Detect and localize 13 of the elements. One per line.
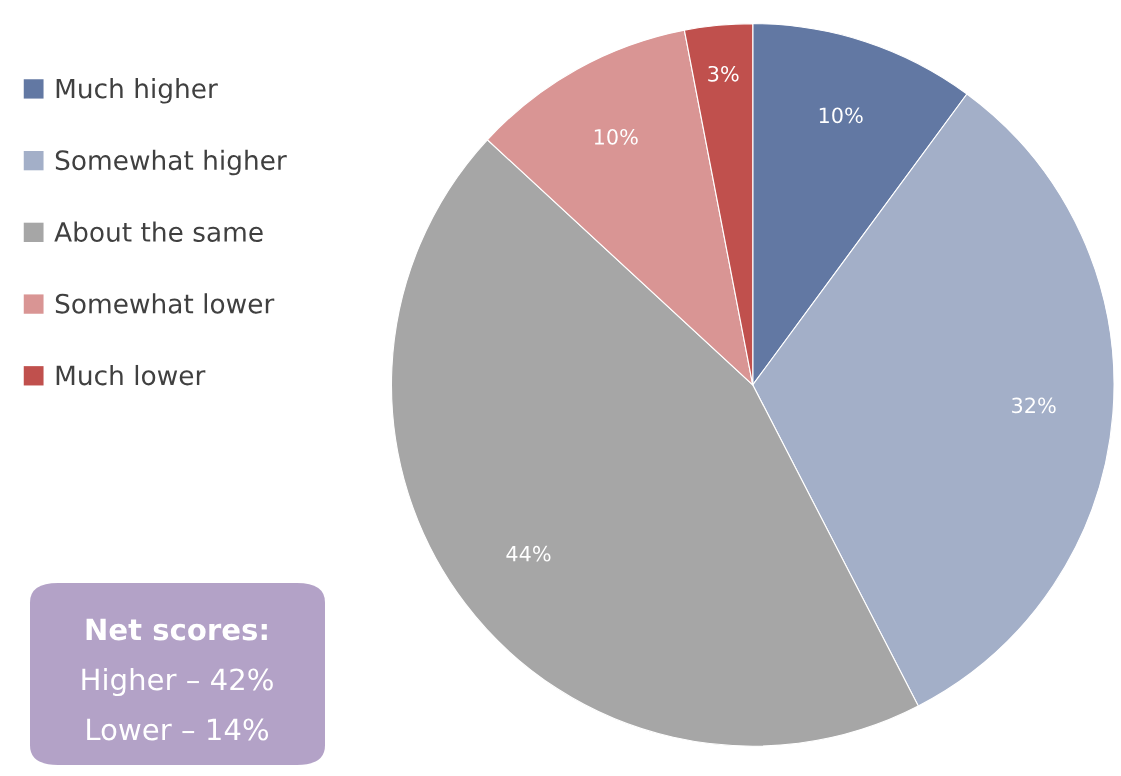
legend-label: Much lower [56,364,206,386]
legend-label: Somewhat higher [55,149,287,176]
text: Lower – 14% [87,718,269,741]
data-label: 3% [708,65,739,82]
data-label: 10% [819,107,863,124]
data-label: 44% [506,545,551,562]
text: Higher – 42% [82,667,273,697]
data-label: 32% [1012,397,1056,414]
legend-label: Somewhat lower [55,293,275,314]
legend-label: About the same [54,221,263,242]
data-label: 10% [594,128,638,145]
legend-label: Much higher [56,78,218,104]
text: Net scores: [86,618,267,641]
